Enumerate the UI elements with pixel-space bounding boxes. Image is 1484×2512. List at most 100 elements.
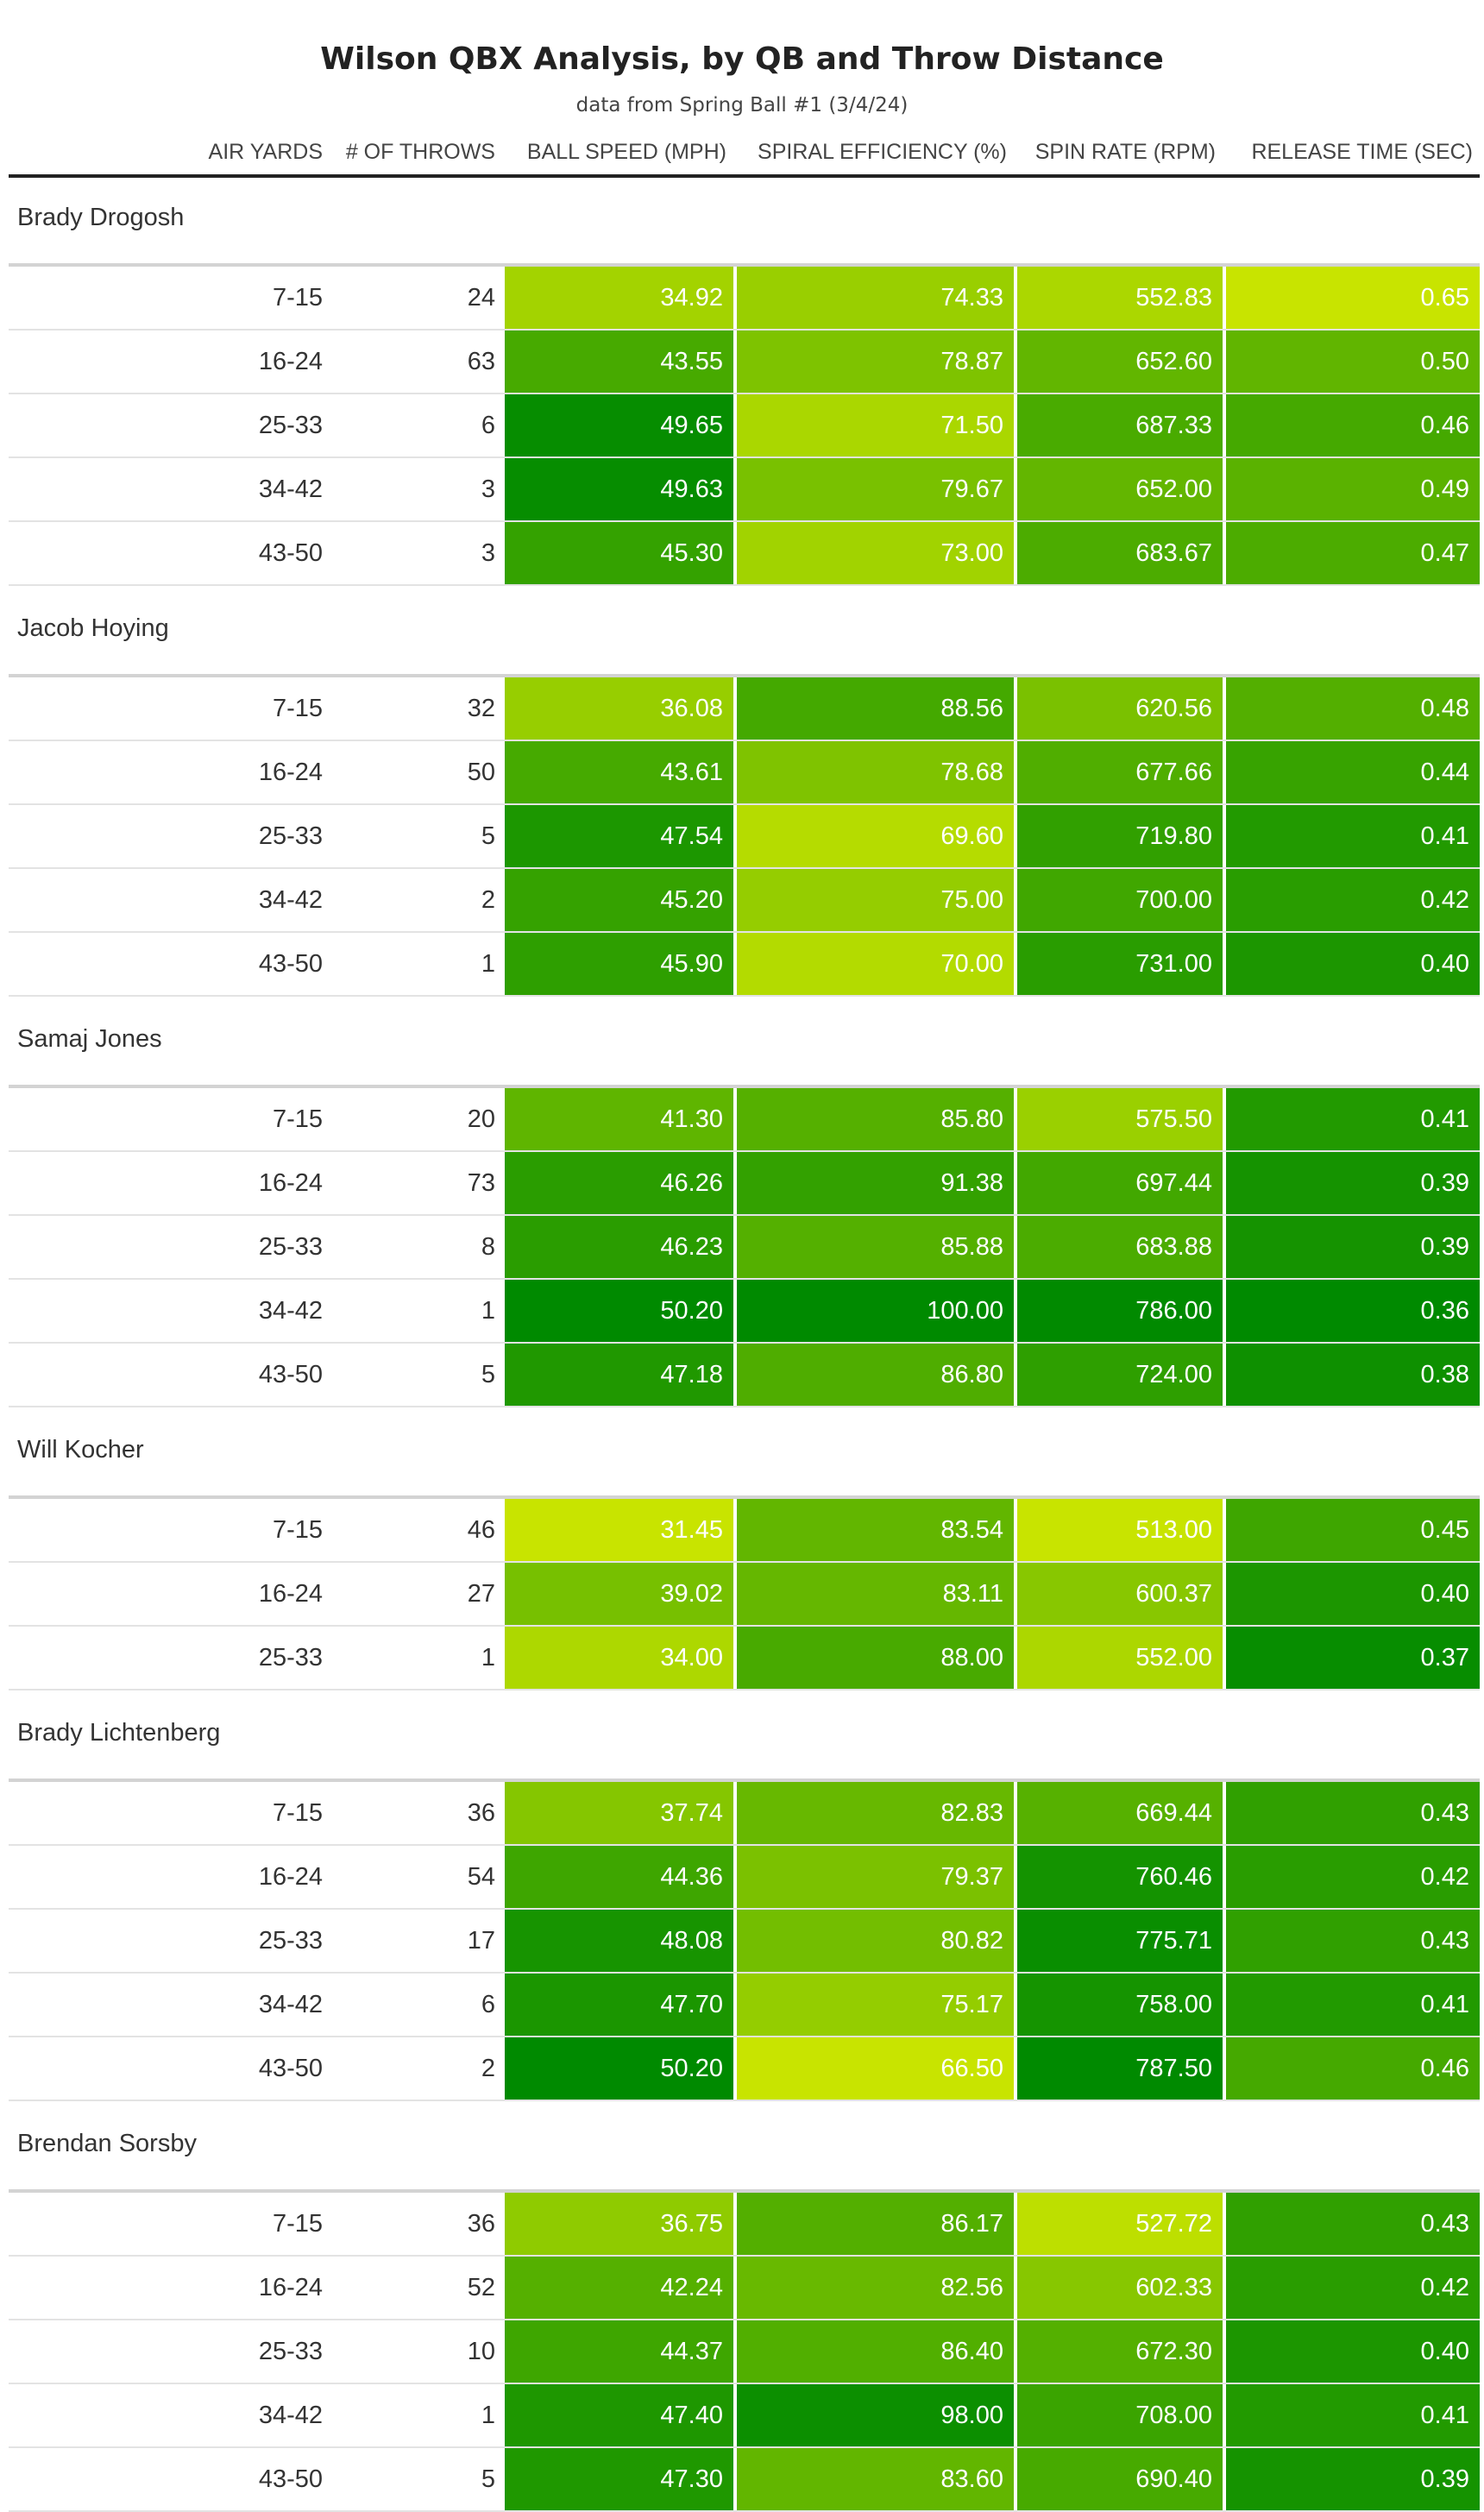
spin-rate-cell: 760.46 — [1017, 1846, 1223, 1908]
air-yards-cell: 34-42 — [258, 1991, 323, 2018]
throws-cell: 17 — [467, 1927, 495, 1955]
column-headers: AIR YARDS # OF THROWS BALL SPEED (MPH) SPIR… — [9, 129, 1480, 174]
release-time-cell: 0.41 — [1226, 1974, 1480, 2036]
qb-name: Brady Drogosh — [17, 204, 185, 231]
release-time-cell: 0.46 — [1226, 2037, 1480, 2100]
release-time-cell: 0.50 — [1226, 331, 1480, 393]
spiral-efficiency-cell: 73.00 — [737, 522, 1014, 584]
header-rule — [9, 174, 1480, 178]
release-time-cell: 0.65 — [1226, 267, 1480, 329]
throws-cell: 1 — [481, 2402, 495, 2429]
row-divider — [9, 1214, 1480, 1216]
throws-cell: 2 — [481, 2055, 495, 2082]
spin-rate-cell: 672.30 — [1017, 2320, 1223, 2383]
qb-name: Samaj Jones — [17, 1025, 162, 1053]
ball-speed-cell: 45.20 — [505, 869, 733, 931]
air-yards-cell: 16-24 — [258, 348, 323, 375]
row-divider — [9, 1689, 1480, 1690]
air-yards-cell: 16-24 — [258, 1580, 323, 1608]
release-time-cell: 0.40 — [1226, 2320, 1480, 2383]
qb-group: Brady Lichtenberg 7-15 36 37.74 82.83 669.44 0… — [9, 1698, 1480, 2101]
spiral-efficiency-cell: 71.50 — [737, 394, 1014, 456]
ball-speed-cell: 45.90 — [505, 933, 733, 995]
spin-rate-cell: 620.56 — [1017, 677, 1223, 740]
spin-rate-cell: 552.00 — [1017, 1627, 1223, 1689]
spin-rate-cell: 708.00 — [1017, 2384, 1223, 2446]
table-row: 7-15 20 41.30 85.80 575.50 0.41 — [9, 1088, 1480, 1152]
spin-rate-cell: 786.00 — [1017, 1280, 1223, 1342]
row-divider — [9, 2255, 1480, 2257]
spiral-efficiency-cell: 100.00 — [737, 1280, 1014, 1342]
throws-cell: 63 — [467, 348, 495, 375]
row-divider — [9, 456, 1480, 458]
spiral-efficiency-cell: 82.83 — [737, 1782, 1014, 1844]
spin-rate-cell: 724.00 — [1017, 1344, 1223, 1406]
ball-speed-cell: 36.75 — [505, 2193, 733, 2255]
release-time-cell: 0.36 — [1226, 1280, 1480, 1342]
air-yards-cell: 7-15 — [272, 695, 323, 722]
row-divider — [9, 2036, 1480, 2037]
air-yards-cell: 16-24 — [258, 2274, 323, 2301]
release-time-cell: 0.39 — [1226, 2448, 1480, 2510]
release-time-cell: 0.40 — [1226, 933, 1480, 995]
release-time-cell: 0.41 — [1226, 1088, 1480, 1150]
table-row: 7-15 32 36.08 88.56 620.56 0.48 — [9, 677, 1480, 741]
ball-speed-cell: 46.23 — [505, 1216, 733, 1278]
ball-speed-cell: 42.24 — [505, 2257, 733, 2319]
release-time-cell: 0.42 — [1226, 2257, 1480, 2319]
release-time-cell: 0.39 — [1226, 1216, 1480, 1278]
spin-rate-cell: 700.00 — [1017, 869, 1223, 931]
ball-speed-cell: 37.74 — [505, 1782, 733, 1844]
chart-title: Wilson QBX Analysis, by QB and Throw Dis… — [320, 41, 1164, 77]
spiral-efficiency-cell: 88.56 — [737, 677, 1014, 740]
row-divider — [9, 520, 1480, 522]
ball-speed-cell: 47.40 — [505, 2384, 733, 2446]
throws-cell: 5 — [481, 822, 495, 850]
air-yards-cell: 25-33 — [258, 412, 323, 439]
spiral-efficiency-cell: 82.56 — [737, 2257, 1014, 2319]
table-row: 16-24 63 43.55 78.87 652.60 0.50 — [9, 331, 1480, 394]
air-yards-cell: 25-33 — [258, 2338, 323, 2365]
spin-rate-cell: 652.00 — [1017, 458, 1223, 520]
row-divider — [9, 1625, 1480, 1627]
spin-rate-cell: 602.33 — [1017, 2257, 1223, 2319]
row-divider — [9, 584, 1480, 586]
ball-speed-cell: 34.00 — [505, 1627, 733, 1689]
ball-speed-cell: 50.20 — [505, 1280, 733, 1342]
table-row: 16-24 50 43.61 78.68 677.66 0.44 — [9, 741, 1480, 805]
table-row: 34-42 2 45.20 75.00 700.00 0.42 — [9, 869, 1480, 933]
air-yards-cell: 25-33 — [258, 1233, 323, 1261]
release-time-cell: 0.46 — [1226, 394, 1480, 456]
air-yards-cell: 16-24 — [258, 1169, 323, 1197]
ball-speed-cell: 49.63 — [505, 458, 733, 520]
row-divider — [9, 393, 1480, 394]
spin-rate-cell: 683.67 — [1017, 522, 1223, 584]
air-yards-cell: 16-24 — [258, 1863, 323, 1891]
throws-cell: 46 — [467, 1516, 495, 1544]
ball-speed-cell: 45.30 — [505, 522, 733, 584]
qb-name: Brady Lichtenberg — [17, 1719, 221, 1747]
row-divider — [9, 329, 1480, 331]
header-spin-rate: SPIN RATE (RPM) — [1034, 140, 1216, 164]
spiral-efficiency-cell: 86.40 — [737, 2320, 1014, 2383]
air-yards-cell: 7-15 — [272, 2210, 323, 2238]
table-row: 25-33 1 34.00 88.00 552.00 0.37 — [9, 1627, 1480, 1690]
release-time-cell: 0.42 — [1226, 869, 1480, 931]
ball-speed-cell: 36.08 — [505, 677, 733, 740]
air-yards-cell: 34-42 — [258, 1297, 323, 1325]
release-time-cell: 0.43 — [1226, 1782, 1480, 1844]
air-yards-cell: 16-24 — [258, 759, 323, 786]
row-divider — [9, 1342, 1480, 1344]
qb-name: Brendan Sorsby — [17, 2130, 197, 2157]
spin-rate-cell: 787.50 — [1017, 2037, 1223, 2100]
release-time-cell: 0.41 — [1226, 805, 1480, 867]
group-rule — [9, 263, 1480, 267]
table-row: 43-50 2 50.20 66.50 787.50 0.46 — [9, 2037, 1480, 2101]
table-row: 43-50 5 47.30 83.60 690.40 0.39 — [9, 2448, 1480, 2512]
release-time-cell: 0.49 — [1226, 458, 1480, 520]
spiral-efficiency-cell: 78.68 — [737, 741, 1014, 803]
air-yards-cell: 43-50 — [258, 2055, 323, 2082]
throws-cell: 2 — [481, 886, 495, 914]
table-row: 7-15 36 37.74 82.83 669.44 0.43 — [9, 1782, 1480, 1846]
spin-rate-cell: 600.37 — [1017, 1563, 1223, 1625]
